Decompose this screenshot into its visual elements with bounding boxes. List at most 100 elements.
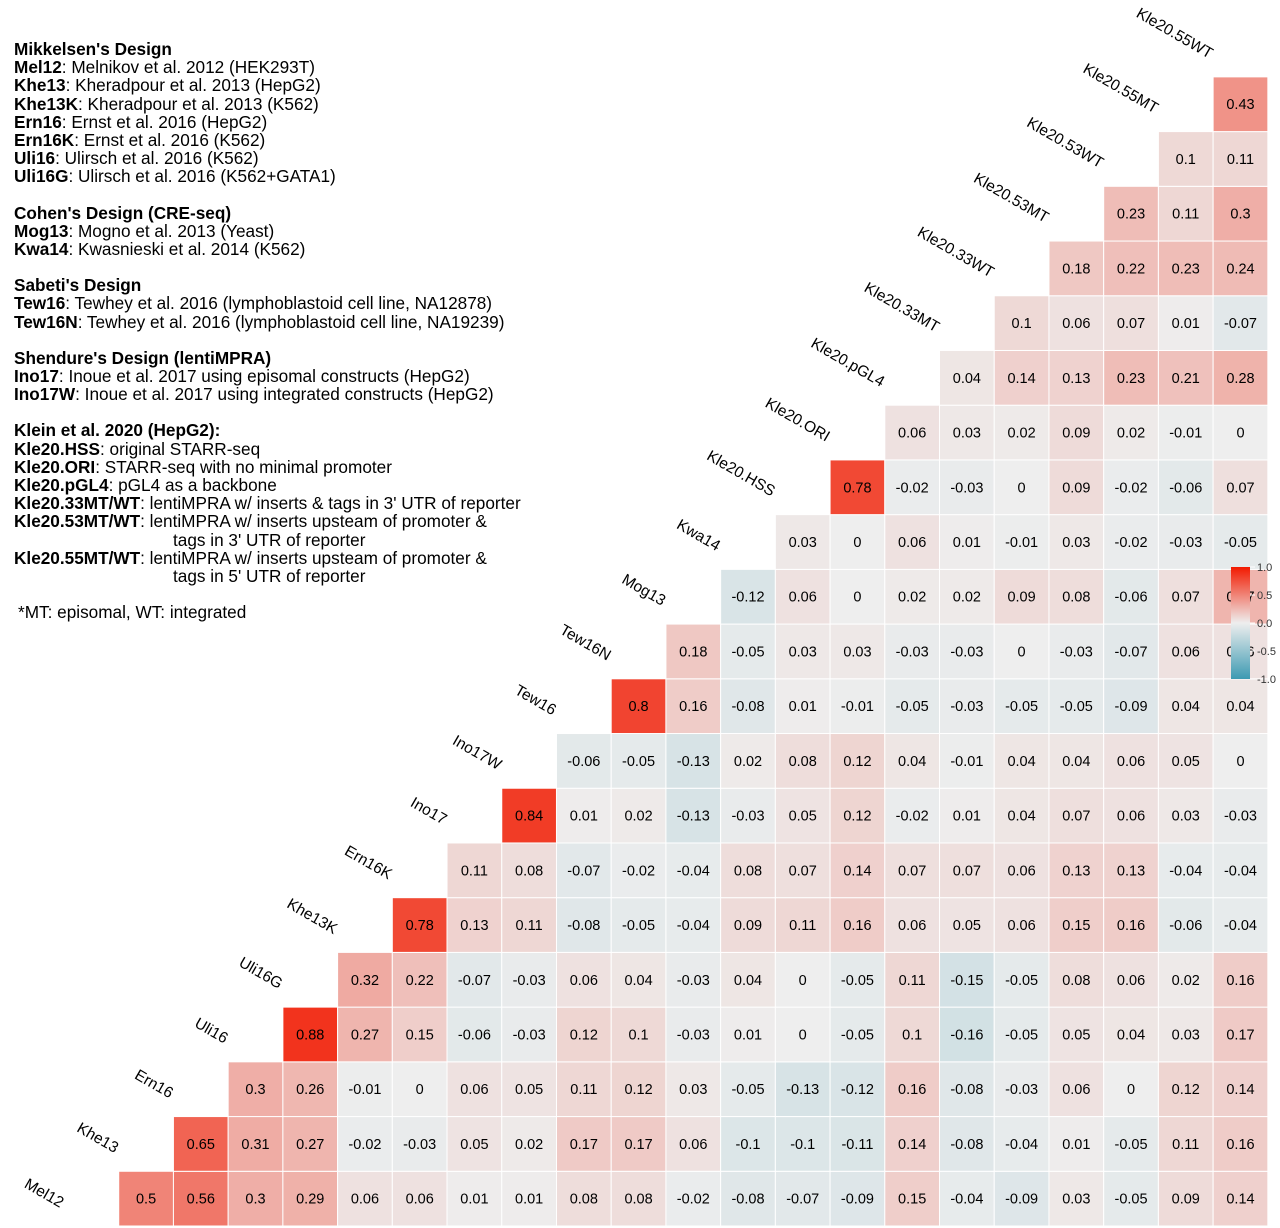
heatmap-cell: -0.16 <box>939 1006 995 1063</box>
heatmap-cell: 0.08 <box>1048 568 1105 625</box>
heatmap-cell-value: 0.03 <box>953 426 981 442</box>
diagonal-label: Ern16K <box>342 843 396 884</box>
heatmap-cell-value: 0.05 <box>1172 754 1200 770</box>
heatmap-cell: 0.04 <box>1157 678 1214 735</box>
heatmap-cell: -0.13 <box>774 1061 831 1118</box>
heatmap-cell: -0.13 <box>665 733 722 789</box>
legend-entry-key: Kle20.33MT/WT <box>14 493 141 514</box>
heatmap-cell-value: -0.09 <box>1005 1192 1038 1208</box>
heatmap-cell: 0.03 <box>1048 514 1105 570</box>
legend-section-heading: Klein et al. 2020 (HepG2): <box>14 420 221 441</box>
heatmap-cell-value: 0.09 <box>1062 480 1090 496</box>
heatmap-cell-value: 0.12 <box>570 1027 598 1043</box>
heatmap-cell-fill <box>1157 1170 1214 1227</box>
heatmap-cell: -0.07 <box>774 1170 831 1227</box>
heatmap-cell-value: -0.03 <box>896 644 929 660</box>
legend-entry-key: Ino17W <box>14 384 76 405</box>
heatmap-cell-value: -0.05 <box>841 1027 874 1043</box>
legend-entry: Kwa14: Kwasnieski et al. 2014 (K562) <box>14 240 654 258</box>
heatmap-cell-value: 0.03 <box>789 535 817 551</box>
heatmap-cell-value: -0.02 <box>1115 535 1148 551</box>
heatmap-cell-fill <box>1157 404 1214 461</box>
heatmap-cell-value: -0.08 <box>567 918 600 934</box>
diagonal-label: Kle20.33WT <box>914 224 997 282</box>
heatmap-cell-fill <box>610 1006 667 1063</box>
heatmap-cell-value: -0.13 <box>677 809 710 825</box>
legend-entry-text: : lentiMPRA w/ inserts upsteam of promot… <box>140 547 487 568</box>
heatmap-cell-value: 0.18 <box>1062 261 1090 277</box>
heatmap-cell-fill <box>1212 951 1269 1008</box>
heatmap-cell-value: 0.16 <box>1117 918 1145 934</box>
heatmap-cell-value: 0.01 <box>789 699 817 715</box>
heatmap-cell: 0.06 <box>446 1061 503 1118</box>
heatmap-cell-fill <box>884 459 941 516</box>
heatmap-cell: 0.06 <box>884 897 941 953</box>
heatmap-cell-value: -0.15 <box>950 973 983 989</box>
heatmap-cell: -0.01 <box>337 1061 393 1118</box>
heatmap-cell: -0.03 <box>1212 787 1269 844</box>
heatmap-cell: 0.1 <box>993 295 1050 351</box>
heatmap-cell-fill <box>391 1061 448 1118</box>
heatmap-cell-value: -0.03 <box>1005 1082 1038 1098</box>
heatmap-cell: 0.06 <box>1048 295 1105 351</box>
heatmap-cell-value: 0.08 <box>515 863 543 879</box>
heatmap-cell-fill <box>665 1116 722 1172</box>
heatmap-cell-value: 0.29 <box>296 1192 324 1208</box>
heatmap-cell-value: 0.11 <box>899 973 926 989</box>
heatmap-cell: 0.14 <box>1212 1170 1269 1227</box>
heatmap-cell-fill <box>446 1061 503 1118</box>
heatmap-cell-value: 0.13 <box>1117 863 1145 879</box>
heatmap-cell: -0.05 <box>610 897 667 953</box>
heatmap-cell: 0 <box>829 514 886 570</box>
heatmap-cell: 0.88 <box>282 1006 339 1063</box>
heatmap-cell-value: -0.13 <box>677 754 710 770</box>
heatmap-cell-value: 0.26 <box>296 1082 324 1098</box>
heatmap-cell: 0.02 <box>884 568 941 625</box>
heatmap-cell: 0.09 <box>720 897 776 953</box>
heatmap-cell-value: -0.03 <box>677 973 710 989</box>
heatmap-cell: 0.01 <box>501 1170 557 1227</box>
heatmap-cell-value: 0.22 <box>1117 261 1145 277</box>
heatmap-cells: 0.5 0.56 0.3 0.29 0.06 0.06 0.01 0.01 0.08 0.08 -0… <box>118 76 1269 1227</box>
heatmap-cell: -0.03 <box>939 623 995 680</box>
heatmap-cell: 0.06 <box>774 568 831 625</box>
heatmap-cell: -0.1 <box>720 1116 776 1172</box>
heatmap-cell: -0.03 <box>501 1006 557 1063</box>
legend-entry-text: : Inoue et al. 2017 using episomal const… <box>58 366 470 387</box>
heatmap-cell-value: -0.03 <box>731 809 764 825</box>
heatmap-cell: 0.01 <box>720 1006 776 1063</box>
heatmap-cell-value: -0.06 <box>1169 918 1202 934</box>
heatmap-cell-fill <box>1212 349 1269 406</box>
heatmap-cell: 0.07 <box>774 842 831 899</box>
heatmap-cell: 0.24 <box>1212 240 1269 297</box>
heatmap-cell-value: -0.06 <box>1115 590 1148 606</box>
heatmap-cell-fill <box>884 514 941 570</box>
heatmap-cell-value: 0 <box>416 1082 424 1098</box>
heatmap-cell: -0.06 <box>1157 897 1214 953</box>
heatmap-cell-fill <box>1157 240 1214 297</box>
heatmap-cell: 0.17 <box>1212 1006 1269 1063</box>
heatmap-cell: -0.05 <box>610 733 667 789</box>
heatmap-cell-value: 0.06 <box>406 1192 434 1208</box>
heatmap-cell: -0.03 <box>720 787 776 844</box>
heatmap-cell: -0.03 <box>665 951 722 1008</box>
heatmap-cell-fill <box>939 1061 995 1118</box>
heatmap-cell: -0.09 <box>829 1170 886 1227</box>
legend-entry-text: : Ernst et al. 2016 (HepG2) <box>61 111 268 132</box>
heatmap-cell-value: 0.08 <box>734 863 762 879</box>
heatmap-cell: 0.06 <box>337 1170 393 1227</box>
heatmap-cell-fill <box>1212 733 1269 789</box>
heatmap-cell: 0.11 <box>1157 1116 1214 1172</box>
heatmap-cell: 0.06 <box>1103 733 1159 789</box>
heatmap-cell: 0.11 <box>501 897 557 953</box>
heatmap-cell: 0.12 <box>829 733 886 789</box>
heatmap-cell: 0.18 <box>665 623 722 680</box>
colorbar-gradient <box>1231 567 1250 679</box>
heatmap-cell-value: 0.06 <box>1007 918 1035 934</box>
heatmap-cell-fill <box>610 951 667 1008</box>
legend-entry-key: Mel12 <box>14 57 62 78</box>
heatmap-cell: 0.1 <box>1157 131 1214 187</box>
diagonal-label: Khe13K <box>284 896 341 939</box>
heatmap-cell: 0.05 <box>501 1061 557 1118</box>
heatmap-cell-value: -0.01 <box>1005 535 1038 551</box>
